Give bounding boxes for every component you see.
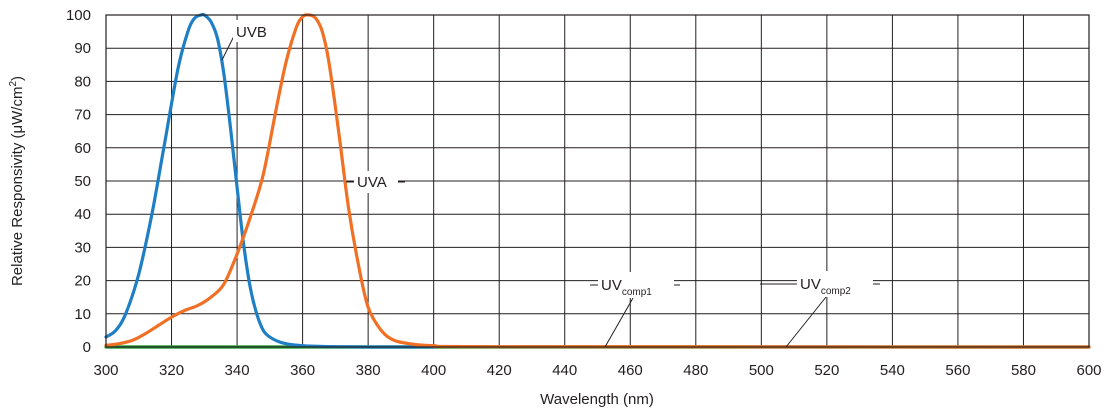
label-bg-uvcomp1 [598,272,674,298]
y-tick-label: 10 [74,306,91,323]
x-tick-label: 380 [356,362,381,379]
annotation-uva: UVA [346,171,405,193]
annotation-label-uvcomp1: UVcomp1 [601,277,652,298]
y-axis-title-close: ) [9,76,26,81]
y-tick-label: 30 [74,239,91,256]
x-tick-label: 440 [552,362,577,379]
annotation-uvcomp1-main: UV [601,277,622,294]
y-tick-label: 60 [74,140,91,157]
x-tick-labels: 300 320 340 360 380 400 420 440 460 480 500 520 540 5… [93,362,1101,379]
annotation-uvb: UVB [221,20,277,61]
x-tick-label: 500 [749,362,774,379]
annotation-uvcomp1: UVcomp1 [590,272,680,348]
series-annotations: UVB UVA UVcomp1 UVcomp2 [221,20,880,348]
y-axis-title-sup: 2 [8,81,19,87]
x-tick-label: 360 [290,362,315,379]
y-tick-label: 100 [66,7,91,24]
x-tick-label: 320 [159,362,184,379]
x-tick-label: 520 [814,362,839,379]
y-tick-label: 40 [74,206,91,223]
annotation-label-uvb: UVB [236,24,267,41]
annotation-uvcomp2-main: UV [800,276,821,293]
x-tick-label: 480 [683,362,708,379]
series-line-uva [104,13,1091,349]
label-bg-uvb [233,20,277,42]
x-tick-label: 300 [93,362,118,379]
annotation-label-uva: UVA [357,174,387,191]
leader-line-uvcomp1 [604,297,634,348]
y-tick-label: 0 [83,339,91,356]
x-tick-label: 340 [225,362,250,379]
x-tick-label: 560 [945,362,970,379]
x-tick-label: 600 [1076,362,1101,379]
series-line-uvb [104,12,436,349]
leader-line-uvcomp2 [785,296,827,348]
x-tick-label: 400 [421,362,446,379]
x-tick-label: 580 [1011,362,1036,379]
y-tick-label: 80 [74,73,91,90]
y-tick-labels: 0 10 20 30 40 50 60 70 80 90 100 [66,7,91,356]
x-tick-label: 540 [880,362,905,379]
annotation-uvcomp2-sub: comp2 [821,286,851,297]
x-tick-label: 420 [487,362,512,379]
annotation-uvcomp1-sub: comp1 [622,287,652,298]
y-tick-label: 90 [74,40,91,57]
plot-frame [105,14,1090,348]
x-tick-label: 460 [618,362,643,379]
annotation-label-uvcomp2: UVcomp2 [800,276,851,297]
y-axis-title: Relative Responsivity (μW/cm2) [8,76,26,286]
annotation-uvcomp2: UVcomp2 [760,271,880,348]
label-bg-uvcomp2 [797,271,873,297]
x-axis-title: Wavelength (nm) [540,391,654,408]
y-tick-label: 20 [74,273,91,290]
y-tick-label: 70 [74,107,91,124]
y-axis-title-main: Relative Responsivity (μW/cm [9,87,26,287]
label-bg-uva [354,171,398,193]
y-tick-label: 50 [74,173,91,190]
